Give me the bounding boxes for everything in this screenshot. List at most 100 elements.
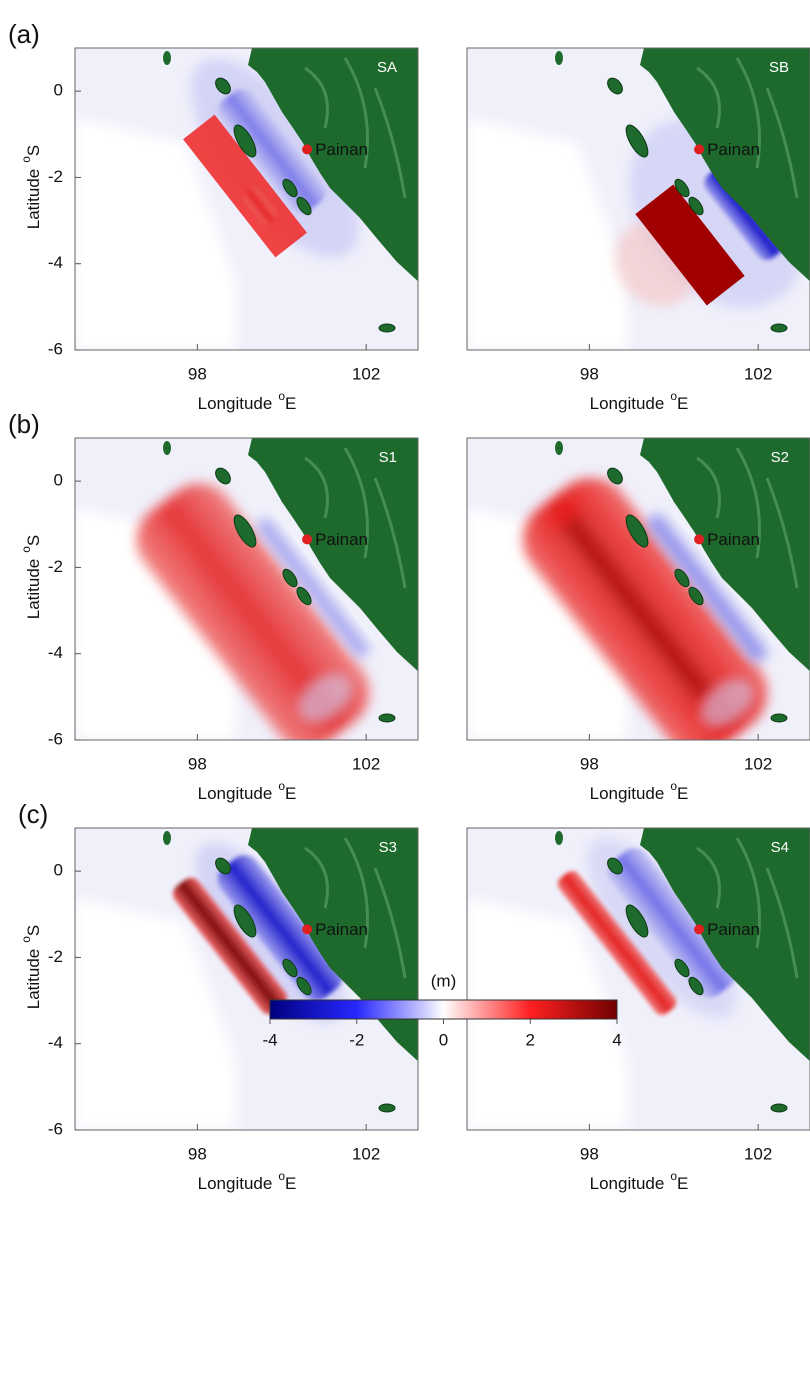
x-axis-label-text: Longitude (198, 1174, 273, 1193)
y-tick-label: -2 (48, 167, 63, 186)
x-tick-label: 98 (580, 1144, 599, 1163)
x-tick-label: 102 (744, 364, 772, 383)
x-axis-label-unit: E (285, 1174, 296, 1193)
colorbar-tick-label: 2 (526, 1030, 535, 1049)
panel-group-label: (c) (18, 799, 48, 829)
panel-frame (466, 827, 810, 1131)
y-axis-label-unit: S (24, 925, 43, 936)
scenario-label: S3 (379, 839, 397, 856)
x-axis-label-text: Longitude (590, 784, 665, 803)
y-axis-label: Latitude oS (19, 535, 43, 620)
scenario-label: SB (769, 59, 789, 76)
y-tick-label: -6 (48, 339, 63, 358)
place-marker (302, 144, 313, 155)
x-tick-label: 98 (188, 754, 207, 773)
x-tick-label: 98 (580, 364, 599, 383)
colorbar-tick-label: -4 (262, 1030, 277, 1049)
place-label: Painan (315, 140, 368, 159)
x-axis-label-sup: o (670, 389, 677, 403)
y-tick-label: -4 (48, 1033, 63, 1052)
colorbar (269, 999, 618, 1020)
place-marker (694, 144, 705, 155)
x-tick-label: 102 (352, 754, 380, 773)
x-axis-label: Longitude oE (590, 1169, 689, 1193)
x-axis-label-text: Longitude (198, 394, 273, 413)
x-axis-label-unit: E (285, 784, 296, 803)
panel-frame (74, 827, 419, 1131)
y-axis-label-unit: S (24, 535, 43, 546)
y-tick-label: -6 (48, 729, 63, 748)
x-axis-label-text: Longitude (198, 784, 273, 803)
panel-frame (74, 47, 419, 351)
scenario-label: SA (377, 59, 397, 76)
scenario-label: S4 (771, 839, 789, 856)
x-axis-label: Longitude oE (198, 389, 297, 413)
place-marker (302, 924, 313, 935)
place-marker (694, 924, 705, 935)
x-tick-label: 98 (580, 754, 599, 773)
x-axis-label-text: Longitude (590, 1174, 665, 1193)
x-axis-label-sup: o (670, 1169, 677, 1183)
x-axis-label-sup: o (278, 779, 285, 793)
place-marker (302, 534, 313, 545)
place-label: Painan (315, 530, 368, 549)
y-tick-label: -2 (48, 947, 63, 966)
x-axis-label-unit: E (285, 394, 296, 413)
x-tick-label: 102 (352, 364, 380, 383)
colorbar-tick-label: -2 (349, 1030, 364, 1049)
colorbar-tick-label: 4 (612, 1030, 621, 1049)
y-axis-label-text: Latitude (24, 949, 43, 1010)
x-axis-label-sup: o (670, 779, 677, 793)
scenario-label: S1 (379, 449, 397, 466)
y-tick-label: -6 (48, 1119, 63, 1138)
x-tick-label: 98 (188, 364, 207, 383)
y-tick-label: 0 (54, 81, 63, 100)
place-label: Painan (707, 140, 760, 159)
panel-frame (466, 437, 810, 741)
x-axis-label: Longitude oE (198, 779, 297, 803)
y-axis-label-sup: o (19, 546, 33, 553)
y-tick-label: -2 (48, 557, 63, 576)
y-axis-label-sup: o (19, 936, 33, 943)
x-axis-label: Longitude oE (198, 1169, 297, 1193)
y-tick-label: 0 (54, 471, 63, 490)
place-label: Painan (315, 920, 368, 939)
place-label: Painan (707, 920, 760, 939)
y-tick-label: 0 (54, 861, 63, 880)
y-tick-label: -4 (48, 253, 63, 272)
x-axis-label-text: Longitude (590, 394, 665, 413)
y-tick-label: -4 (48, 643, 63, 662)
x-axis-label-unit: E (677, 394, 688, 413)
y-axis-label-sup: o (19, 156, 33, 163)
x-tick-label: 102 (744, 754, 772, 773)
x-tick-label: 102 (352, 1144, 380, 1163)
y-axis-label: Latitude oS (19, 145, 43, 230)
map-panel: Painan SB 98 102 Longitude oE (466, 47, 810, 413)
y-axis-label-unit: S (24, 145, 43, 156)
colorbar-tick-label: 0 (439, 1030, 448, 1049)
y-axis-label-text: Latitude (24, 559, 43, 620)
x-axis-label-unit: E (677, 784, 688, 803)
panel-group-label: (a) (8, 19, 40, 49)
place-label: Painan (707, 530, 760, 549)
panel-frame (466, 47, 810, 351)
x-axis-label: Longitude oE (590, 389, 689, 413)
scenario-label: S2 (771, 449, 789, 466)
x-axis-label-sup: o (278, 389, 285, 403)
panel-group-label: (b) (8, 409, 40, 439)
place-marker (694, 534, 705, 545)
colorbar-title: (m) (431, 971, 456, 990)
panel-frame (74, 437, 419, 741)
x-axis-label: Longitude oE (590, 779, 689, 803)
x-tick-label: 102 (744, 1144, 772, 1163)
y-axis-label: Latitude oS (19, 925, 43, 1010)
map-panel: Painan S2 98 102 Longitude oE (466, 437, 810, 803)
y-axis-label-text: Latitude (24, 169, 43, 230)
x-axis-label-unit: E (677, 1174, 688, 1193)
x-tick-label: 98 (188, 1144, 207, 1163)
x-axis-label-sup: o (278, 1169, 285, 1183)
